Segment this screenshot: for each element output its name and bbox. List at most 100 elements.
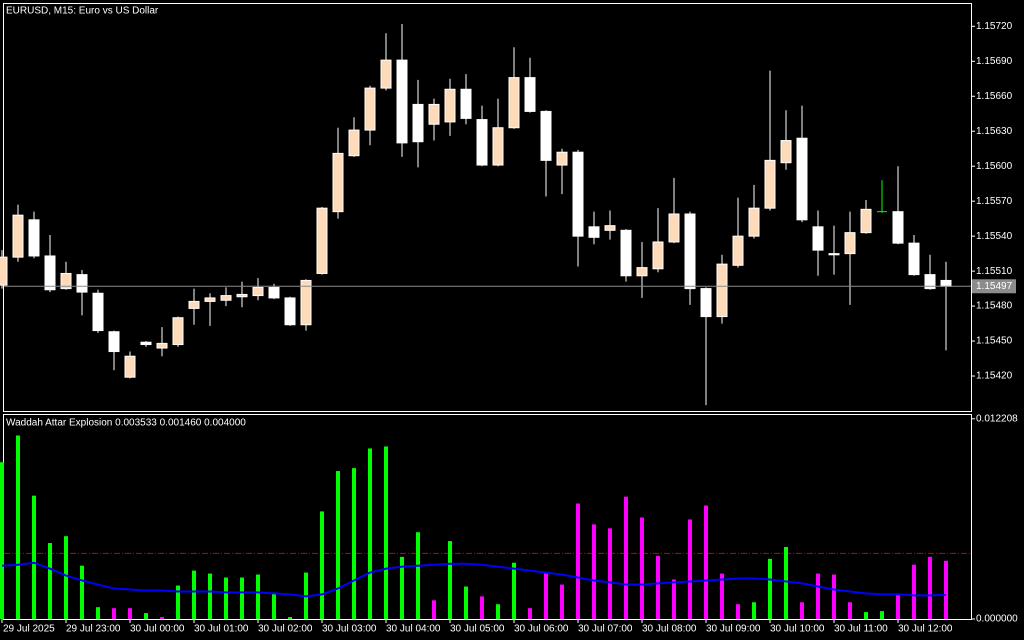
histogram-bar (560, 584, 564, 619)
candle-body (364, 87, 376, 131)
candle-body (332, 152, 344, 213)
candle-body (860, 208, 872, 234)
candle-body (12, 214, 24, 258)
histogram-bar (912, 564, 916, 619)
candle-body (892, 211, 904, 244)
candle-body (508, 77, 520, 129)
histogram-bar (448, 541, 452, 619)
y-tick-label: 1.15630 (976, 126, 1013, 137)
candle-body (700, 288, 712, 318)
histogram-bar (32, 495, 36, 619)
histogram-bar (640, 517, 644, 619)
x-tick-label: 30 Jul 03:00 (322, 624, 377, 635)
x-tick-label: 29 Jul 23:00 (66, 624, 121, 635)
candle-body (204, 297, 216, 302)
histogram-bar (48, 543, 52, 619)
candle-body (492, 127, 504, 166)
candle-body (812, 226, 824, 251)
histogram-bar (800, 602, 804, 619)
candle-body (380, 59, 392, 89)
candle-body (620, 229, 632, 277)
candle-body (940, 279, 952, 287)
candle-body (476, 119, 488, 166)
histogram-bar (608, 528, 612, 619)
histogram-bar (688, 519, 692, 619)
histogram-bar (816, 573, 820, 619)
y-tick-label: 0.012208 (976, 413, 1018, 424)
candle-body (44, 255, 56, 291)
histogram-bar (480, 596, 484, 619)
current-price-box (972, 279, 1016, 294)
histogram-bar (320, 511, 324, 619)
candle-body (908, 242, 920, 276)
histogram-bar (944, 560, 948, 619)
y-tick-label: 1.15660 (976, 91, 1013, 102)
candle-body (412, 103, 424, 143)
candle-body (604, 225, 616, 231)
histogram-bar (848, 602, 852, 619)
histogram-bar (720, 573, 724, 619)
candle-body (252, 286, 264, 297)
histogram-bar (528, 608, 532, 619)
candle-body (284, 297, 296, 326)
candle-body (716, 263, 728, 318)
x-tick-label: 30 Jul 00:00 (130, 624, 185, 635)
y-tick-label: 1.15540 (976, 231, 1013, 242)
main-frame (3, 3, 972, 412)
candle-body (588, 226, 600, 238)
x-tick-label: 30 Jul 05:00 (450, 624, 505, 635)
histogram-bar (544, 572, 548, 619)
candle-body (172, 317, 184, 346)
x-tick-label: 30 Jul 08:00 (642, 624, 697, 635)
candle-body (652, 241, 664, 270)
candle-body (316, 207, 328, 274)
candle-body (844, 232, 856, 255)
x-tick-label: 30 Jul 01:00 (194, 624, 249, 635)
candle-body (124, 355, 136, 378)
x-tick-label: 30 Jul 10:00 (770, 624, 825, 635)
histogram-bar (112, 608, 116, 619)
candle-body (460, 88, 472, 119)
histogram-bar (880, 611, 884, 619)
x-tick-label: 30 Jul 06:00 (514, 624, 569, 635)
candle-body (300, 279, 312, 326)
histogram-bar (0, 462, 4, 619)
histogram-bar (256, 574, 260, 619)
candle-body (684, 213, 696, 290)
histogram-bar (192, 570, 196, 619)
histogram-bar (96, 607, 100, 619)
histogram-bar (672, 579, 676, 619)
candle-body (556, 151, 568, 166)
candle-body (732, 235, 744, 266)
candle-body (140, 341, 152, 346)
histogram-bar (432, 600, 436, 619)
y-tick-label: 1.15720 (976, 21, 1013, 32)
histogram-bar (64, 536, 68, 619)
histogram-bar (16, 435, 20, 619)
candle-body (764, 159, 776, 209)
candle-body (668, 213, 680, 243)
candle-body (348, 129, 360, 157)
candle-body (76, 274, 88, 293)
candle-body (444, 88, 456, 123)
histogram-bar (832, 574, 836, 619)
candle-body (220, 295, 232, 301)
histogram-bar (224, 577, 228, 619)
histogram-bar (208, 573, 212, 619)
histogram-bar (624, 496, 628, 619)
candle-body (0, 256, 8, 286)
explosion-line (1, 561, 947, 598)
histogram-bar (464, 586, 468, 619)
candle-body (268, 286, 280, 299)
x-tick-label: 30 Jul 11:00 (834, 624, 888, 635)
x-tick-label: 30 Jul 07:00 (578, 624, 633, 635)
y-tick-label: 1.15480 (976, 301, 1013, 312)
histogram-bar (128, 608, 132, 619)
y-tick-label: 1.15450 (976, 336, 1013, 347)
candle-body (828, 253, 840, 256)
histogram-bar (160, 617, 164, 619)
y-tick-label: 1.15510 (976, 266, 1013, 277)
histogram-bar (240, 577, 244, 619)
histogram-bar (272, 592, 276, 619)
indicator-title: Waddah Attar Explosion 0.003533 0.001460… (6, 418, 246, 429)
